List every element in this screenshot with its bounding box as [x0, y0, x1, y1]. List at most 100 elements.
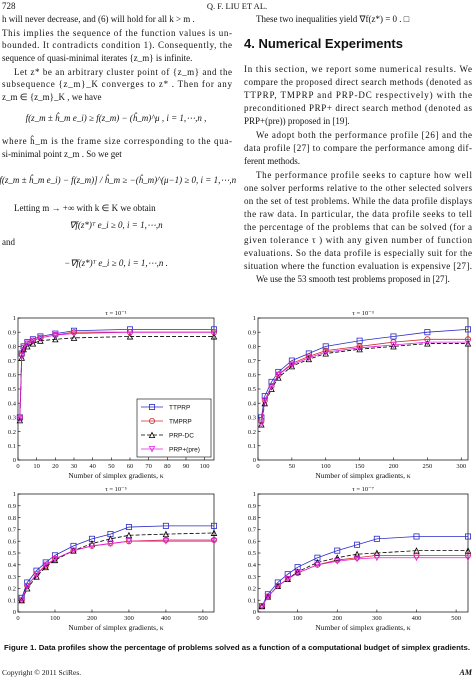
marker — [148, 417, 155, 424]
y-tick-label: 0.7 — [8, 358, 17, 365]
text-line: h will never decrease, and (6) will hold… — [2, 14, 195, 24]
marker — [52, 335, 59, 343]
marker — [284, 575, 291, 583]
y-tick-label: 0.5 — [248, 386, 256, 393]
marker — [18, 597, 25, 604]
chart-title: τ = 10⁻⁷ — [352, 486, 374, 493]
marker — [210, 329, 218, 336]
y-tick-label: 0.2 — [248, 429, 256, 436]
marker — [107, 535, 114, 542]
y-tick-label: 0 — [253, 609, 256, 616]
y-tick-label: 0.3 — [8, 574, 16, 581]
legend-label: TTPRP — [169, 404, 190, 411]
text-line: si-minimal point z_m . So we get — [2, 149, 122, 159]
text-line: situation where the function evaluation … — [244, 261, 472, 271]
equation: ∇f(z*)ᵀ e_i ≥ 0, i = 1,⋯,n — [69, 220, 163, 230]
marker — [261, 393, 268, 400]
y-tick-label: 0.7 — [248, 358, 257, 365]
marker — [373, 535, 380, 542]
series-line — [19, 331, 214, 419]
marker — [424, 339, 431, 346]
text-line: We use the 53 smooth test problems propo… — [256, 274, 450, 284]
marker — [210, 529, 218, 536]
y-tick-label: 0.2 — [8, 586, 16, 593]
y-tick-label: 1 — [13, 315, 16, 322]
marker — [126, 332, 134, 340]
marker — [261, 399, 269, 407]
series-line — [21, 532, 215, 601]
plot-frame — [257, 493, 469, 613]
x-axis-label: Number of simplex gradients, κ — [68, 471, 163, 480]
legend-label: TMPRP — [169, 418, 192, 425]
y-tick-label: 0.5 — [8, 386, 16, 393]
marker — [354, 554, 361, 561]
marker — [16, 415, 24, 423]
marker — [294, 568, 301, 575]
marker — [334, 547, 341, 554]
marker — [107, 540, 114, 548]
running-title: Q. F. LIU ET AL. — [207, 1, 267, 11]
y-tick-label: 0.1 — [8, 597, 16, 604]
x-tick-label: 200 — [87, 615, 97, 622]
marker — [274, 583, 282, 590]
marker — [210, 537, 217, 544]
marker — [464, 554, 472, 562]
marker — [424, 329, 431, 336]
x-tick-label: 300 — [372, 615, 382, 622]
y-tick-label: 0.6 — [8, 372, 17, 379]
x-tick-label: 150 — [355, 463, 365, 470]
series-line — [261, 550, 468, 607]
marker — [333, 558, 341, 565]
marker — [264, 593, 272, 601]
marker — [322, 349, 329, 356]
marker — [413, 547, 420, 554]
y-tick-label: 0.7 — [248, 527, 257, 534]
series-line — [21, 540, 214, 601]
marker — [288, 361, 296, 369]
marker — [413, 554, 420, 562]
equation: −∇f(z*)ᵀ e_i ≥ 0, i = 1,⋯,n . — [64, 258, 168, 268]
marker — [210, 332, 218, 340]
x-tick-label: 250 — [422, 463, 432, 470]
y-tick-label: 0.4 — [8, 400, 17, 407]
y-tick-label: 0.4 — [8, 562, 17, 569]
marker — [322, 350, 329, 357]
marker — [162, 522, 169, 529]
marker — [305, 355, 313, 363]
x-tick-label: 20 — [52, 463, 59, 470]
marker — [42, 562, 49, 569]
copyright: Copyright © 2011 SciRes. — [2, 668, 81, 677]
text-line: compare the proposed direct search metho… — [244, 77, 472, 87]
y-tick-label: 0.3 — [248, 574, 256, 581]
text-line: where ĥ_m is the frame size correspondin… — [2, 136, 232, 146]
marker — [18, 353, 25, 360]
text-line: Letting m → +∞ with k ∈ K we obtain — [14, 203, 156, 213]
series-line — [260, 328, 469, 418]
text-line: and — [2, 237, 15, 247]
marker — [51, 555, 59, 563]
y-tick-label: 0.4 — [248, 562, 257, 569]
legend-label: PRP-DC — [169, 432, 194, 439]
marker — [125, 531, 133, 539]
figure-caption: Figure 1. Data profiles show the percent… — [4, 643, 470, 652]
y-tick-label: 0 — [253, 457, 256, 464]
x-tick-label: 0 — [16, 615, 19, 622]
marker — [148, 403, 155, 410]
text-line: evaluations. So the data profile is espe… — [244, 248, 472, 258]
marker — [70, 334, 78, 341]
series-line — [21, 525, 214, 598]
x-tick-label: 80 — [164, 463, 171, 470]
marker — [261, 397, 269, 404]
x-tick-label: 50 — [289, 463, 296, 470]
y-tick-label: 1 — [253, 315, 256, 322]
y-tick-label: 1 — [13, 491, 16, 498]
marker — [126, 329, 134, 336]
x-tick-label: 200 — [389, 463, 399, 470]
marker — [148, 445, 156, 453]
marker — [464, 339, 472, 346]
y-tick-label: 0.1 — [8, 443, 16, 450]
marker — [333, 554, 341, 561]
marker — [424, 340, 431, 347]
x-tick-label: 0 — [256, 463, 259, 470]
marker — [148, 431, 156, 439]
